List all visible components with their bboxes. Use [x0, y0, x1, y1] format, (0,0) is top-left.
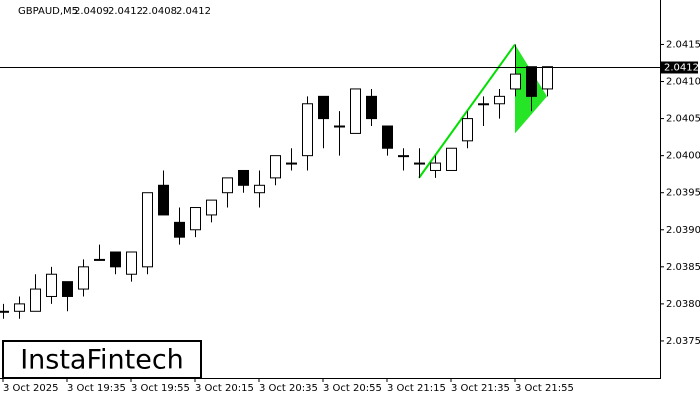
- candle-body: [366, 95, 377, 120]
- x-tick-label: 3 Oct 2025: [3, 383, 58, 394]
- candle-body: [398, 155, 409, 158]
- header-value: 2.0412: [108, 6, 143, 17]
- candle-body: [382, 125, 393, 149]
- candle-body: [206, 199, 217, 216]
- candle-body: [542, 66, 553, 90]
- candle-body: [0, 310, 9, 313]
- candle-body: [526, 66, 537, 97]
- y-tick-label: 2.0415: [666, 39, 700, 50]
- x-tick-label: 3 Oct 20:15: [195, 383, 254, 394]
- x-tick-label: 3 Oct 21:35: [451, 383, 510, 394]
- watermark-box: [2, 340, 202, 379]
- candle-body: [302, 103, 313, 157]
- candle-body: [334, 125, 345, 128]
- y-tick-label: 2.0400: [666, 151, 700, 162]
- candle-body: [478, 103, 489, 106]
- candle-body: [350, 88, 361, 134]
- candle-body: [190, 207, 201, 231]
- header-value: 2.0408: [142, 6, 177, 17]
- y-tick-label: 2.0380: [666, 299, 700, 310]
- candle-body: [318, 95, 329, 120]
- current-price-box: [660, 61, 698, 74]
- y-tick-label: 2.0410: [666, 77, 700, 88]
- candle-body: [110, 251, 121, 268]
- candle-body: [14, 303, 25, 312]
- candle-body: [142, 192, 153, 268]
- current-price-label: 2.0412: [664, 63, 699, 74]
- candle-body: [158, 184, 169, 216]
- x-tick-label: 3 Oct 21:55: [515, 383, 574, 394]
- y-tick-label: 2.0395: [666, 188, 700, 199]
- y-tick-label: 2.0385: [666, 262, 700, 273]
- y-tick-label: 2.0375: [666, 336, 700, 347]
- candle-body: [62, 281, 73, 297]
- candle-body: [270, 155, 281, 179]
- header-value: 2.0409: [74, 6, 109, 17]
- candle-body: [446, 147, 457, 171]
- candle-body: [462, 118, 473, 142]
- candle-body: [46, 273, 57, 297]
- plot: [0, 43, 553, 319]
- candle-body: [238, 169, 249, 186]
- candle-body: [494, 95, 505, 105]
- candle-body: [430, 162, 441, 171]
- candle-body: [94, 258, 105, 261]
- x-tick-label: 3 Oct 19:55: [131, 383, 190, 394]
- chart-title: GBPAUD,M5: [18, 6, 78, 17]
- candle-body: [174, 221, 185, 238]
- x-tick-label: 3 Oct 19:35: [67, 383, 126, 394]
- candle-body: [30, 288, 41, 312]
- watermark: InstaFintech: [20, 345, 184, 376]
- y-tick-label: 2.0390: [666, 225, 700, 236]
- candle-body: [510, 73, 521, 90]
- candle-body: [254, 184, 265, 194]
- x-tick-label: 3 Oct 20:55: [323, 383, 382, 394]
- candle-body: [78, 266, 89, 290]
- candle-body: [222, 177, 233, 194]
- candle-body: [126, 251, 137, 275]
- header-value: 2.0412: [176, 6, 211, 17]
- candle-body: [414, 162, 425, 165]
- y-tick-label: 2.0405: [666, 114, 700, 125]
- candle-body: [286, 162, 297, 165]
- x-tick-label: 3 Oct 20:35: [259, 383, 318, 394]
- x-tick-label: 3 Oct 21:15: [387, 383, 446, 394]
